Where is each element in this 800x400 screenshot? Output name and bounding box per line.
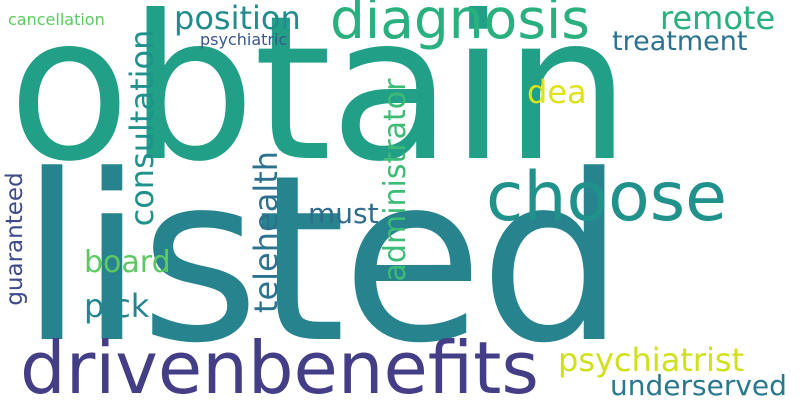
- word-cancellation: cancellation: [8, 10, 105, 29]
- word-underserved: underserved: [610, 369, 787, 400]
- word-remote: remote: [660, 0, 776, 37]
- word-position: position: [174, 0, 301, 37]
- word-treatment: treatment: [612, 26, 748, 57]
- word-guaranteed: guaranteed: [2, 172, 28, 306]
- word-administrator: administrator: [378, 78, 413, 282]
- word-must: must: [308, 197, 379, 230]
- word-diagnosis: diagnosis: [330, 0, 590, 51]
- word-obtain: obtain: [8, 0, 631, 206]
- word-telehealth: telehealth: [247, 150, 285, 314]
- word-board: board: [84, 245, 171, 280]
- word-dea: dea: [527, 73, 587, 111]
- word-drivenbenefits: drivenbenefits: [20, 326, 539, 400]
- word-choose: choose: [486, 158, 727, 237]
- word-psychiatrist: psychiatrist: [558, 341, 745, 379]
- word-psychiatric: psychiatric: [200, 30, 288, 49]
- word-listed: listed: [20, 127, 625, 394]
- word-pick: pick: [84, 287, 150, 325]
- word-consultation: consultation: [123, 29, 161, 227]
